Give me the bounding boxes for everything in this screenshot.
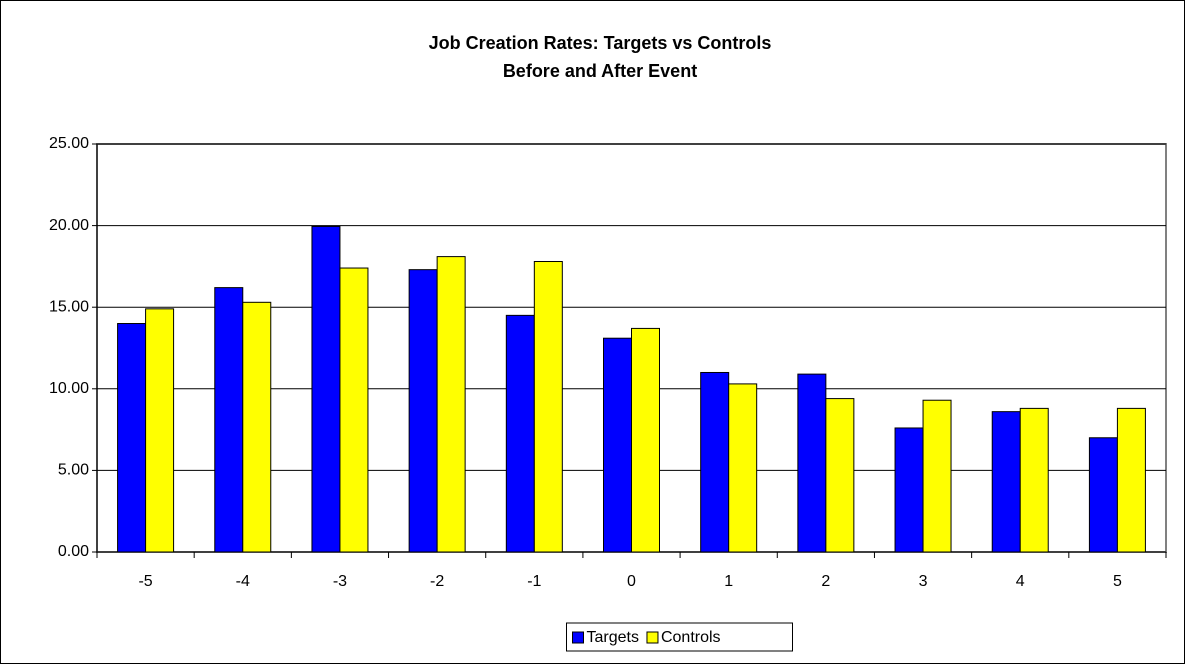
legend-swatch — [646, 631, 659, 644]
bar — [797, 373, 827, 553]
x-tick-label: -1 — [527, 573, 541, 590]
x-tick-label: 1 — [724, 573, 733, 590]
legend-swatch — [572, 631, 584, 644]
x-tick-label: 2 — [821, 573, 830, 590]
bar — [1019, 407, 1049, 553]
bar — [242, 301, 272, 553]
legend-label: Controls — [661, 629, 721, 646]
bar — [631, 327, 660, 553]
y-tick-label: 15.00 — [49, 298, 89, 315]
bar — [728, 383, 758, 553]
y-tick-label: 0.00 — [58, 543, 89, 560]
x-tick-label: -5 — [138, 573, 152, 590]
bar — [408, 269, 438, 553]
x-tick-label: -2 — [430, 573, 444, 590]
bar — [505, 314, 535, 553]
y-tick-label: 20.00 — [49, 217, 89, 234]
x-tick-label: 4 — [1016, 573, 1025, 590]
y-tick-label: 25.00 — [49, 135, 89, 152]
bar — [339, 267, 369, 553]
bar — [117, 323, 147, 553]
bar — [1116, 407, 1146, 553]
bar — [894, 427, 924, 553]
legend-label: Targets — [587, 629, 639, 646]
y-tick-label: 10.00 — [49, 380, 89, 397]
bar — [214, 287, 244, 553]
x-tick-label: 3 — [919, 573, 928, 590]
bar — [533, 261, 563, 553]
x-tick-label: -3 — [333, 573, 347, 590]
bar — [145, 308, 175, 553]
x-tick-label: -4 — [236, 573, 250, 590]
bar — [1088, 437, 1118, 553]
bar — [825, 398, 855, 553]
legend-box — [566, 622, 793, 652]
bar — [436, 256, 466, 553]
bar — [700, 371, 730, 553]
y-tick-label: 5.00 — [58, 462, 89, 479]
chart-subtitle: Before and After Event — [503, 61, 697, 81]
bar — [311, 225, 341, 553]
bar — [603, 337, 632, 553]
x-tick-label: 5 — [1113, 573, 1122, 590]
x-tick-label: 0 — [627, 573, 636, 590]
chart-title: Job Creation Rates: Targets vs Controls — [429, 33, 772, 53]
bar — [922, 399, 952, 553]
bar — [991, 411, 1021, 553]
